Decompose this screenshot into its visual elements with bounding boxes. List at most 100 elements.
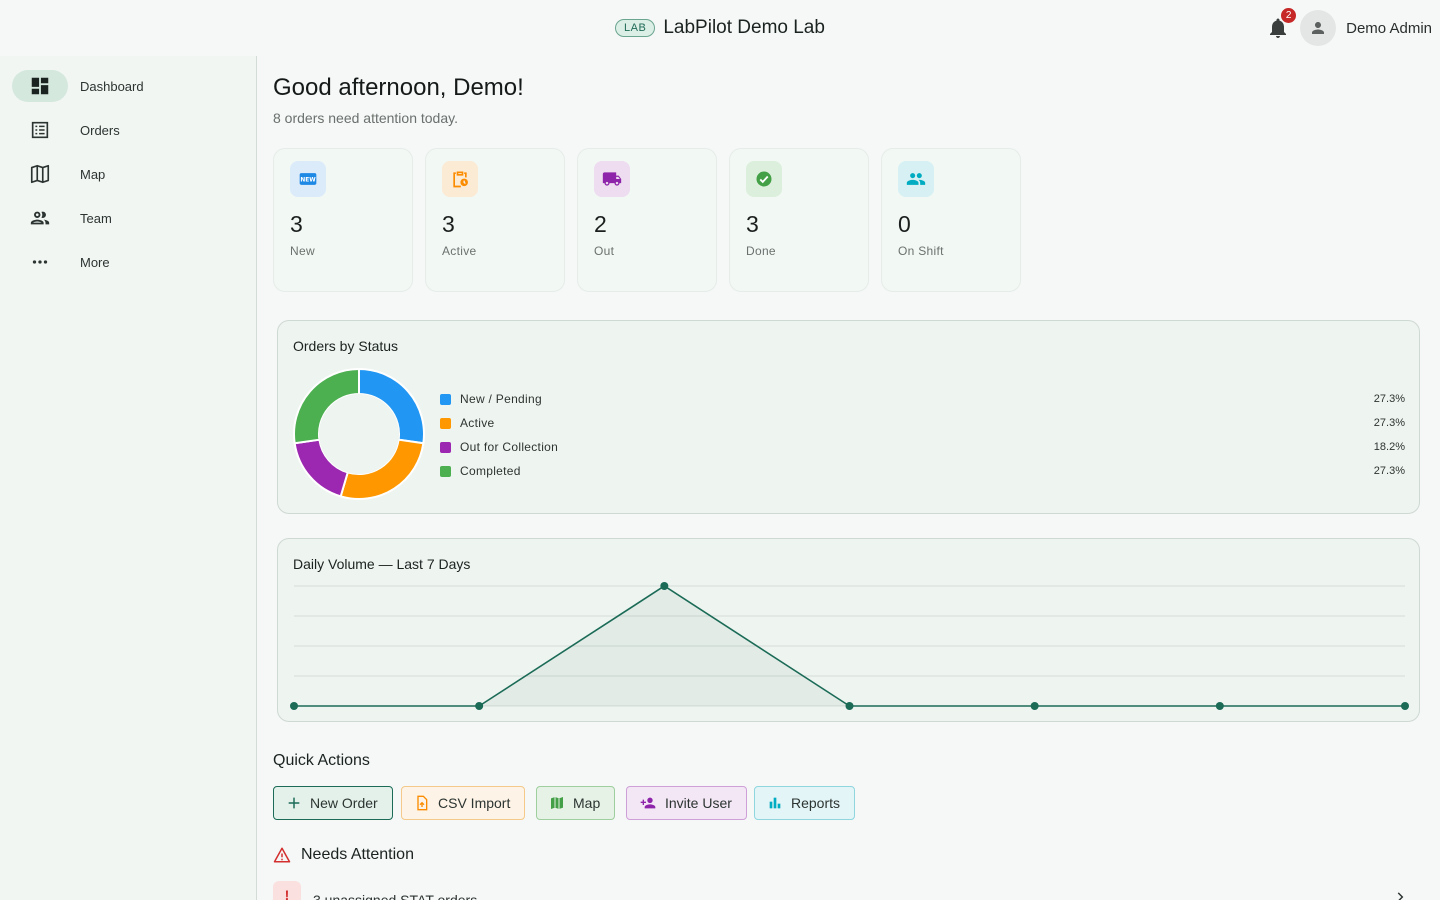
reports-button[interactable]: Reports xyxy=(754,786,856,820)
person-icon xyxy=(1312,22,1325,34)
sidebar-item-map[interactable]: Map xyxy=(12,158,242,190)
legend-percent: 18.2% xyxy=(1373,441,1405,453)
check-circle-icon xyxy=(746,161,782,197)
sidebar-item-orders[interactable]: Orders xyxy=(12,114,242,146)
map-button[interactable]: Map xyxy=(536,786,616,820)
stat-value: 3 xyxy=(442,211,455,237)
user-name[interactable]: Demo Admin xyxy=(1346,19,1432,37)
legend-item: Active 27.3% xyxy=(440,411,1405,435)
map-icon xyxy=(551,797,563,809)
notification-count-badge: 2 xyxy=(1281,8,1297,23)
legend-label: Out for Collection xyxy=(460,440,559,454)
sidebar-item-label: Orders xyxy=(80,122,120,138)
stat-card-active[interactable]: 3 Active xyxy=(425,148,565,292)
invite-user-button[interactable]: Invite User xyxy=(626,786,747,820)
bar-chart-icon xyxy=(769,797,781,809)
dashboard-icon xyxy=(12,70,68,102)
orders-by-status-panel: Orders by Status New / Pending 27.3% Activ… xyxy=(277,320,1420,514)
sidebar: Dashboard Orders Map Team More xyxy=(0,56,257,900)
donut-hole xyxy=(319,394,399,474)
page-title: Good afternoon, Demo! xyxy=(273,74,524,101)
stat-label: On Shift xyxy=(898,244,944,258)
legend-swatch xyxy=(440,393,451,405)
data-point[interactable] xyxy=(1030,702,1039,710)
donut-chart xyxy=(293,367,425,500)
page-subtitle: 8 orders need attention today. xyxy=(273,110,458,126)
stat-label: Active xyxy=(442,244,477,258)
button-label: Map xyxy=(573,795,601,811)
legend-percent: 27.3% xyxy=(1373,465,1405,477)
daily-volume-panel: Daily Volume — Last 7 Days xyxy=(277,538,1420,722)
stat-card-on-shift[interactable]: 0 On Shift xyxy=(881,148,1021,292)
legend-swatch xyxy=(440,441,451,453)
stat-card-new[interactable]: NEW 3 New xyxy=(273,148,413,292)
legend-item: New / Pending 27.3% xyxy=(440,387,1405,411)
data-point[interactable] xyxy=(475,702,484,710)
data-point[interactable] xyxy=(845,702,854,710)
button-label: Reports xyxy=(791,795,841,811)
chart-legend: New / Pending 27.3% Active 27.3% Out for Col… xyxy=(440,387,1405,483)
new-badge-icon: NEW xyxy=(290,161,326,197)
clipboard-clock-icon xyxy=(442,161,478,197)
list-icon xyxy=(12,114,68,146)
legend-label: New / Pending xyxy=(460,392,542,406)
plus-icon xyxy=(288,797,300,809)
stat-card-out[interactable]: 2 Out xyxy=(577,148,717,292)
truck-icon xyxy=(594,161,630,197)
sidebar-item-more[interactable]: More xyxy=(12,246,242,278)
panel-title: Daily Volume — Last 7 Days xyxy=(293,556,471,572)
people-icon xyxy=(898,161,934,197)
map-icon xyxy=(12,158,68,190)
stat-card-done[interactable]: 3 Done xyxy=(729,148,869,292)
avatar[interactable] xyxy=(1300,10,1337,46)
new-order-button[interactable]: New Order xyxy=(273,786,393,820)
file-upload-icon xyxy=(417,795,428,811)
attention-item[interactable]: ! 3 unassigned STAT orders xyxy=(273,880,1413,900)
brand: LAB LabPilot Demo Lab xyxy=(615,17,825,39)
sidebar-item-team[interactable]: Team xyxy=(12,202,242,234)
sidebar-item-label: Team xyxy=(80,210,112,226)
attention-item-text: 3 unassigned STAT orders xyxy=(313,892,478,900)
stat-value: 2 xyxy=(594,211,607,237)
person-add-icon xyxy=(640,797,656,809)
notifications-button[interactable]: 2 xyxy=(1266,8,1297,40)
stat-label: Out xyxy=(594,244,615,258)
lab-badge: LAB xyxy=(615,19,656,37)
line-chart xyxy=(290,582,1409,710)
sidebar-item-label: More xyxy=(80,254,110,270)
data-point[interactable] xyxy=(660,582,669,590)
sidebar-item-label: Map xyxy=(80,166,106,182)
data-point[interactable] xyxy=(290,702,298,710)
svg-text:NEW: NEW xyxy=(300,178,316,184)
legend-percent: 27.3% xyxy=(1373,417,1405,429)
app-title: LabPilot Demo Lab xyxy=(663,17,825,38)
legend-label: Active xyxy=(460,416,495,430)
needs-attention-title: Needs Attention xyxy=(301,846,414,863)
stat-value: 3 xyxy=(290,211,303,237)
alert-icon: ! xyxy=(273,881,301,900)
data-point[interactable] xyxy=(1401,702,1409,710)
legend-swatch xyxy=(440,465,451,477)
more-icon xyxy=(12,246,68,278)
warning-icon xyxy=(273,847,291,863)
button-label: New Order xyxy=(310,795,378,811)
legend-swatch xyxy=(440,417,451,429)
stat-label: Done xyxy=(746,244,776,258)
stat-label: New xyxy=(290,244,315,258)
stat-value: 3 xyxy=(746,211,759,237)
button-label: Invite User xyxy=(665,795,732,811)
sidebar-item-label: Dashboard xyxy=(80,78,144,94)
stat-value: 0 xyxy=(898,211,911,237)
data-point[interactable] xyxy=(1215,702,1224,710)
legend-label: Completed xyxy=(460,464,521,478)
panel-title: Orders by Status xyxy=(293,338,399,354)
legend-percent: 27.3% xyxy=(1373,393,1405,405)
line-area xyxy=(294,586,1405,706)
bell-icon xyxy=(1270,18,1287,38)
legend-item: Out for Collection 18.2% xyxy=(440,435,1405,459)
top-bar: LAB LabPilot Demo Lab 2 Demo Admin xyxy=(0,0,1440,56)
needs-attention-header: Needs Attention xyxy=(273,846,414,864)
quick-actions-title: Quick Actions xyxy=(273,752,370,769)
sidebar-item-dashboard[interactable]: Dashboard xyxy=(12,70,242,102)
csv-import-button[interactable]: CSV Import xyxy=(401,786,526,820)
